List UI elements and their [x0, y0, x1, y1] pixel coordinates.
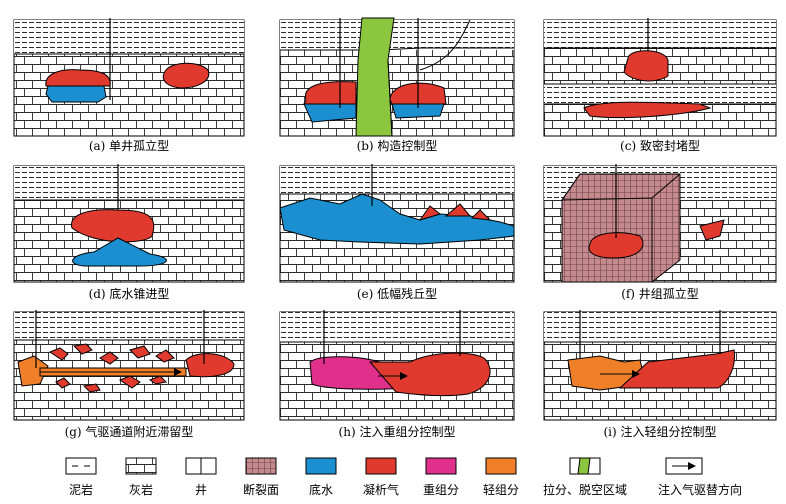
panel-caption-a: (a) 单井孤立型 [89, 138, 169, 153]
panel-h: (h) 注入重组分控制型 [279, 310, 515, 439]
panel-caption-f: (f) 井组孤立型 [621, 286, 699, 301]
legend-swatch-condensate [365, 457, 397, 475]
panel-g: (g) 气驱通道附近滞留型 [13, 310, 245, 439]
legend: 泥岩 灰岩 井 断裂面 底水 凝析气 重组分 轻组分 拉分、脱空区域 注入气驱替… [65, 457, 742, 497]
legend-label-light: 轻组分 [483, 483, 519, 497]
legend-label-water: 底水 [309, 482, 333, 497]
legend-swatch-light [485, 457, 517, 475]
legend-label-condensate: 凝析气 [363, 482, 399, 497]
panel-i: (i) 注入轻组分控制型 [543, 310, 777, 439]
panel-a: (a) 单井孤立型 [13, 18, 245, 153]
legend-label-well: 井 [195, 483, 207, 497]
panel-caption-e: (e) 低幅残丘型 [357, 286, 437, 301]
panel-b: (b) 构造控制型 [279, 17, 515, 153]
panel-caption-g: (g) 气驱通道附近滞留型 [65, 424, 194, 439]
panel-d: (d) 底水锥进型 [13, 164, 245, 301]
legend-swatch-fault [245, 457, 277, 475]
legend-swatch-mudstone [65, 457, 97, 475]
legend-label-limestone: 灰岩 [129, 482, 153, 497]
panel-caption-c: (c) 致密封堵型 [620, 138, 700, 153]
legend-label-mudstone: 泥岩 [69, 482, 93, 497]
panel-caption-d: (d) 底水锥进型 [89, 286, 170, 301]
legend-swatch-water [305, 457, 337, 475]
legend-swatch-heavy [425, 457, 457, 475]
legend-label-pull: 拉分、脱空区域 [543, 482, 627, 497]
legend-label-arrow: 注入气驱替方向 [658, 482, 742, 497]
panel-c: (c) 致密封堵型 [543, 18, 777, 153]
legend-label-fault: 断裂面 [243, 482, 279, 497]
legend-label-heavy: 重组分 [423, 483, 459, 497]
legend-swatch-limestone [125, 457, 157, 475]
panel-e: (e) 低幅残丘型 [279, 164, 515, 301]
panel-caption-h: (h) 注入重组分控制型 [339, 424, 456, 439]
panel-f: (f) 井组孤立型 [543, 164, 777, 301]
panel-caption-b: (b) 构造控制型 [357, 138, 438, 153]
panel-caption-i: (i) 注入轻组分控制型 [603, 424, 716, 439]
